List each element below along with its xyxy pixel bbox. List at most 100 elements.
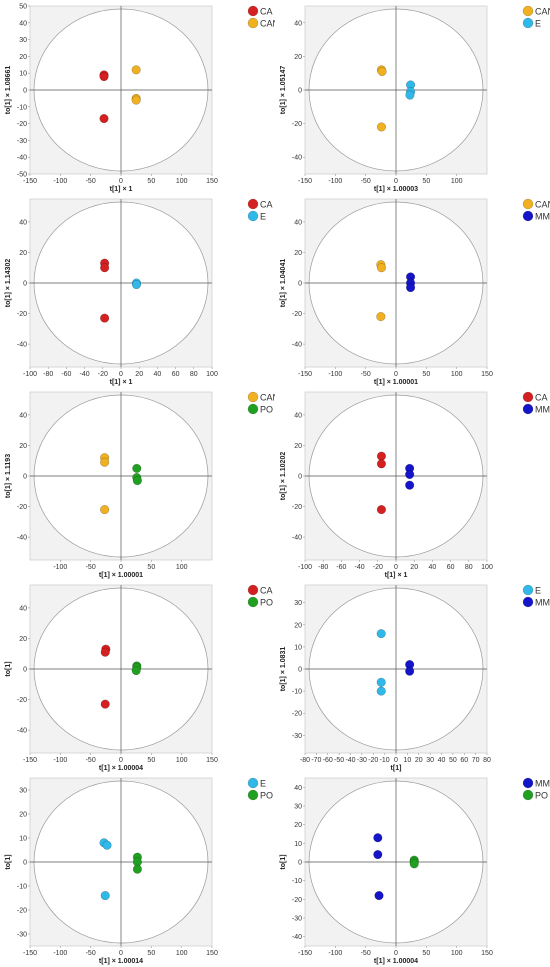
y-axis-label: to[1] × 1.10202 (280, 452, 287, 501)
y-tick-label: -20 (292, 504, 302, 511)
x-tick-label: 100 (451, 178, 463, 185)
data-point (373, 833, 383, 843)
y-tick-label: 50 (19, 4, 27, 11)
x-tick-label: 100 (176, 178, 188, 185)
x-tick-label: 80 (465, 564, 473, 571)
x-tick-label: 50 (147, 178, 155, 185)
data-point (100, 891, 110, 901)
y-tick-label: -40 (17, 155, 27, 162)
x-tick-label: 0 (394, 371, 398, 378)
x-tick-label: -50 (86, 950, 96, 957)
x-tick-label: 50 (422, 371, 430, 378)
data-point (100, 699, 110, 709)
y-tick-label: -40 (17, 535, 27, 542)
data-point (405, 469, 415, 480)
x-tick-label: -60 (323, 757, 333, 764)
y-tick-label: 40 (294, 20, 302, 27)
y-tick-label: -20 (292, 121, 302, 128)
y-axis-label: to[1] × 1.0831 (280, 647, 287, 692)
legend-label: MM (535, 779, 550, 789)
x-tick-label: -150 (23, 757, 37, 764)
x-tick-label: 50 (422, 178, 430, 185)
x-axis-label: t[1] × 1 (110, 379, 133, 386)
y-tick-label: -30 (17, 932, 27, 939)
y-tick-label: 30 (19, 788, 27, 795)
legend-marker (247, 777, 259, 789)
x-tick-label: 0 (394, 564, 398, 571)
legend-label: CAN (260, 19, 275, 29)
data-point (100, 647, 110, 657)
y-axis-label: to[1] × 1.05147 (280, 66, 287, 115)
x-tick-label: 40 (154, 371, 162, 378)
score-plot-panel: -150 -100 -50 0 50 100 150 -30 -20 -10 0 10 20 30 t[1]… (0, 772, 275, 965)
x-tick-label: 20 (135, 371, 143, 378)
x-tick-label: -100 (328, 950, 342, 957)
y-tick-label: -40 (292, 535, 302, 542)
data-point (132, 476, 142, 486)
data-point (131, 95, 141, 105)
data-point (405, 90, 415, 100)
y-tick-label: -40 (17, 728, 27, 735)
score-plot-panel: -150 -100 -50 0 50 100 -40 -20 0 20 40 t[1] × 1.000… (275, 0, 550, 193)
y-tick-label: -30 (292, 916, 302, 923)
data-point (99, 72, 109, 82)
data-point (374, 891, 384, 901)
y-tick-label: 20 (19, 250, 27, 257)
x-tick-label: -100 (53, 950, 67, 957)
data-point (376, 263, 386, 273)
x-tick-label: -150 (298, 178, 312, 185)
legend-label: MM (535, 405, 550, 415)
y-tick-label: 20 (294, 54, 302, 61)
legend-label: CA (535, 393, 548, 403)
y-tick-label: -20 (292, 311, 302, 318)
x-tick-label: 30 (426, 757, 434, 764)
y-tick-label: -30 (292, 733, 302, 740)
legend-marker (522, 17, 534, 29)
data-point (376, 629, 386, 639)
y-axis-label: to[1] × 1.08661 (5, 66, 12, 115)
y-tick-label: -10 (292, 878, 302, 885)
legend-label: PO (535, 791, 548, 801)
x-tick-label: 60 (172, 371, 180, 378)
x-tick-label: -50 (86, 564, 96, 571)
y-tick-label: 0 (298, 667, 302, 674)
x-axis-label: t[1] × 1.00001 (374, 379, 418, 386)
x-tick-label: -60 (61, 371, 71, 378)
y-tick-label: 40 (294, 219, 302, 226)
x-tick-label: -100 (328, 178, 342, 185)
data-point (376, 677, 386, 687)
data-point (100, 313, 110, 323)
y-tick-label: 20 (19, 636, 27, 643)
x-tick-label: 80 (190, 371, 198, 378)
data-point (376, 686, 386, 696)
x-tick-label: -100 (53, 757, 67, 764)
legend-label: PO (260, 598, 273, 608)
legend-label: CA (260, 200, 273, 210)
y-tick-label: 40 (19, 605, 27, 612)
legend-label: CA (260, 7, 273, 17)
score-plot-panel: -80 -70 -60 -50 -40 -30 -20 -10 0 10 20 30 40 50 60 70 8… (275, 579, 550, 772)
x-tick-label: -40 (80, 371, 90, 378)
legend-label: CAN (535, 200, 550, 210)
y-tick-label: -10 (17, 104, 27, 111)
x-tick-label: -50 (334, 757, 344, 764)
y-tick-label: -40 (17, 342, 27, 349)
y-tick-label: 10 (294, 644, 302, 651)
y-tick-label: 0 (23, 281, 27, 288)
y-tick-label: 40 (19, 20, 27, 27)
x-axis-label: t[1] × 1.00004 (374, 958, 418, 965)
x-tick-label: 100 (176, 564, 188, 571)
x-axis-label: t[1] × 1 (110, 186, 133, 193)
x-tick-label: 100 (481, 564, 493, 571)
legend-marker (522, 403, 534, 415)
y-tick-label: 0 (298, 860, 302, 867)
y-tick-label: 40 (19, 412, 27, 419)
legend-marker (522, 584, 534, 596)
x-tick-label: 100 (176, 757, 188, 764)
y-tick-label: 10 (19, 836, 27, 843)
x-tick-label: -40 (355, 564, 365, 571)
data-point (376, 459, 386, 469)
x-axis-label: t[1] × 1.00004 (99, 765, 143, 772)
y-axis-label: to[1] (5, 854, 12, 869)
